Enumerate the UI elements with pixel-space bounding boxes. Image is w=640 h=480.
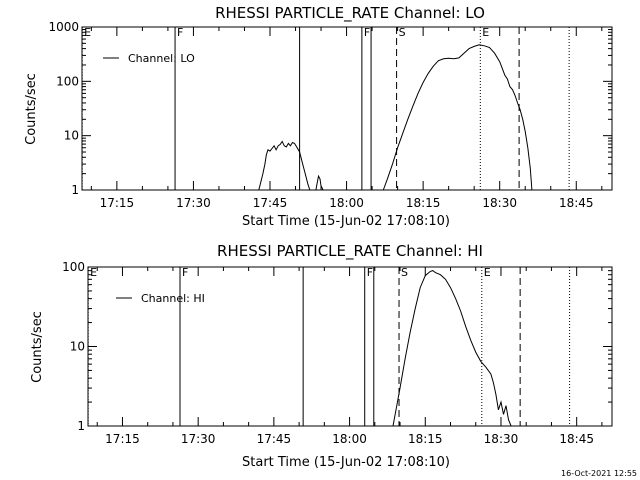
- lo-x-tick-label: 17:15: [100, 196, 135, 210]
- hi-event-marker: E: [90, 266, 97, 279]
- lo-legend-label: Channel: LO: [128, 52, 195, 65]
- lo-y-tick-label: 10: [64, 129, 79, 143]
- lo-channel-panel: RHESSI PARTICLE_RATE Channel: LO Start T…: [24, 4, 613, 229]
- lo-chart-title: RHESSI PARTICLE_RATE Channel: LO: [215, 4, 485, 23]
- lo-y-tick-label: 100: [56, 74, 79, 88]
- lo-rate-curve-segment: [258, 140, 311, 191]
- hi-legend-label: Channel: HI: [141, 292, 205, 305]
- lo-x-tick-label: 18:45: [559, 196, 594, 210]
- lo-x-tick-label: 18:00: [329, 196, 364, 210]
- lo-event-marker: S: [399, 26, 406, 39]
- hi-channel-panel: RHESSI PARTICLE_RATE Channel: HI Start T…: [30, 242, 613, 470]
- lo-plot-area: 1 10 100 1000 17:15 17:30 17:45 18:00 18:15 18:30…: [48, 20, 613, 210]
- hi-event-marker: F: [182, 266, 188, 279]
- lo-event-marker: E: [84, 26, 91, 39]
- hi-plot-area: 1 10 100 17:15 17:30 17:45 18:00 18:15 18:30 18:4…: [62, 260, 613, 446]
- hi-event-marker: S: [401, 266, 408, 279]
- generation-timestamp: 16-Oct-2021 12:55: [561, 469, 637, 478]
- hi-y-tick-label: 1: [77, 419, 85, 433]
- lo-x-tick-label: 17:45: [253, 196, 288, 210]
- lo-event-marker: F: [364, 26, 370, 39]
- hi-y-tick-label: 100: [62, 260, 85, 274]
- hi-x-tick-label: 18:15: [408, 432, 443, 446]
- hi-chart-title: RHESSI PARTICLE_RATE Channel: HI: [217, 242, 483, 261]
- hi-event-marker: E: [484, 266, 491, 279]
- hi-x-tick-label: 17:45: [257, 432, 292, 446]
- hi-x-axis-label: Start Time (15-Jun-02 17:08:10): [242, 455, 450, 470]
- lo-x-tick-label: 18:15: [406, 196, 441, 210]
- hi-y-axis-label: Counts/sec: [30, 311, 45, 383]
- lo-y-tick-label: 1000: [48, 20, 79, 34]
- hi-x-tick-label: 17:15: [105, 432, 140, 446]
- lo-rate-curve-segment: [382, 44, 533, 191]
- lo-x-tick-label: 18:30: [482, 196, 517, 210]
- lo-event-marker: F: [177, 26, 183, 39]
- hi-x-tick-label: 18:45: [559, 432, 594, 446]
- lo-rate-curve-segment: [315, 174, 324, 191]
- lo-x-tick-label: 17:30: [176, 196, 211, 210]
- hi-event-marker: F: [367, 266, 373, 279]
- hi-x-tick-label: 17:30: [181, 432, 216, 446]
- hi-x-tick-label: 18:00: [332, 432, 367, 446]
- hi-x-tick-label: 18:30: [484, 432, 519, 446]
- lo-y-tick-label: 1: [71, 183, 79, 197]
- hi-plot-frame: [87, 266, 613, 427]
- hi-rate-curve-segment: [392, 270, 512, 427]
- lo-x-axis-label: Start Time (15-Jun-02 17:08:10): [242, 214, 450, 229]
- lo-y-axis-label: Counts/sec: [24, 73, 39, 145]
- hi-y-tick-label: 10: [70, 340, 85, 354]
- lo-event-marker: E: [482, 26, 489, 39]
